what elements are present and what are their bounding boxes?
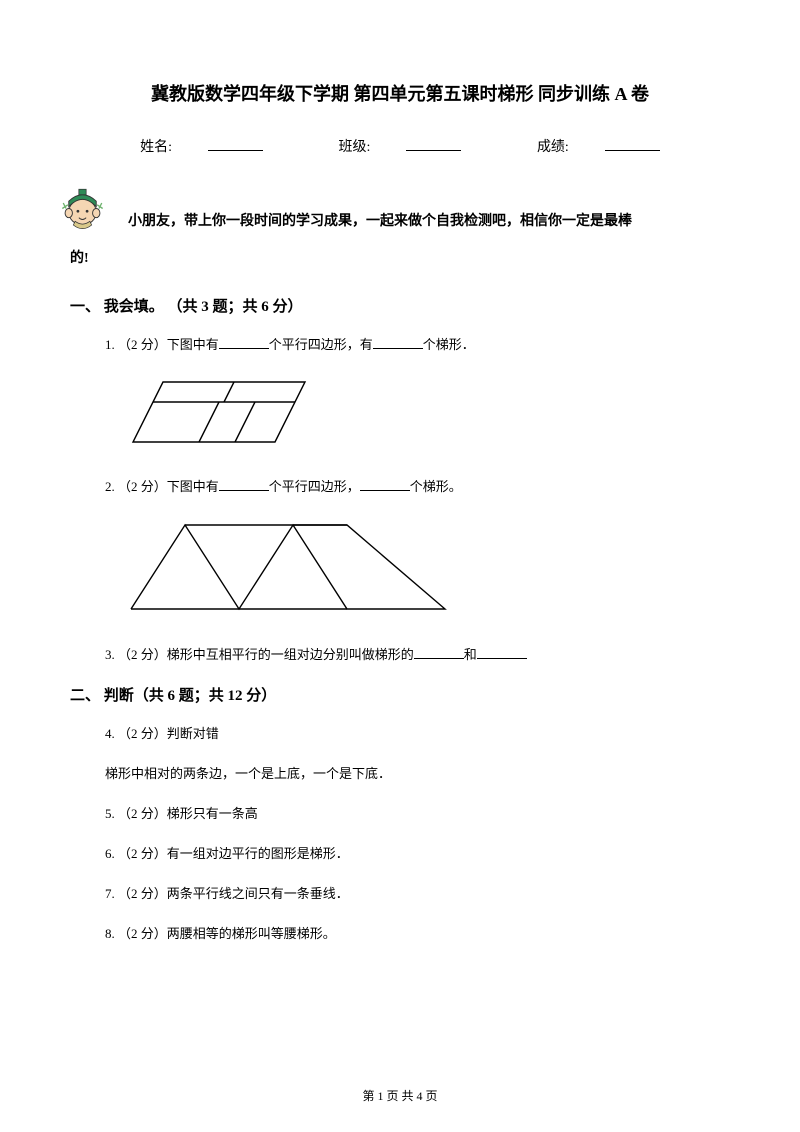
class-field: 班级: bbox=[321, 140, 480, 155]
intro-line1: 小朋友，带上你一段时间的学习成果，一起来做个自我检测吧，相信你一定是最棒 bbox=[110, 207, 632, 236]
page-title: 冀教版数学四年级下学期 第四单元第五课时梯形 同步训练 A 卷 bbox=[70, 80, 730, 106]
section-1-head: 一、 我会填。 （共 3 题；共 6 分） bbox=[70, 295, 730, 316]
figure-2 bbox=[70, 517, 730, 622]
question-2: 2. （2 分）下图中有个平行四边形，个梯形。 bbox=[70, 476, 730, 498]
score-field: 成绩: bbox=[519, 140, 678, 155]
question-6: 6. （2 分）有一组对边平行的图形是梯形． bbox=[70, 843, 730, 865]
question-7: 7. （2 分）两条平行线之间只有一条垂线． bbox=[70, 883, 730, 905]
question-4b: 梯形中相对的两条边，一个是上底，一个是下底． bbox=[70, 763, 730, 785]
mascot-icon bbox=[55, 181, 110, 236]
name-field: 姓名: bbox=[122, 140, 281, 155]
intro-line2: 的! bbox=[70, 244, 730, 273]
info-row: 姓名: 班级: 成绩: bbox=[70, 136, 730, 156]
question-1: 1. （2 分）下图中有个平行四边形，有个梯形． bbox=[70, 334, 730, 356]
section-2-head: 二、 判断（共 6 题；共 12 分） bbox=[70, 684, 730, 705]
question-3: 3. （2 分）梯形中互相平行的一组对边分别叫做梯形的和 bbox=[70, 644, 730, 666]
mascot-intro-row: 小朋友，带上你一段时间的学习成果，一起来做个自我检测吧，相信你一定是最棒 bbox=[70, 181, 730, 236]
question-8: 8. （2 分）两腰相等的梯形叫等腰梯形。 bbox=[70, 923, 730, 945]
question-5: 5. （2 分）梯形只有一条高 bbox=[70, 803, 730, 825]
question-4a: 4. （2 分）判断对错 bbox=[70, 723, 730, 745]
page-footer: 第 1 页 共 4 页 bbox=[0, 1087, 800, 1104]
figure-1 bbox=[70, 374, 730, 454]
